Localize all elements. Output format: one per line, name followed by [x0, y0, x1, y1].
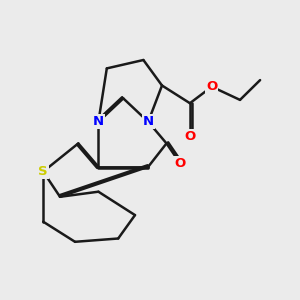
Text: N: N	[142, 115, 154, 128]
Text: O: O	[206, 80, 218, 93]
Text: O: O	[174, 157, 186, 170]
Text: S: S	[38, 165, 48, 178]
Text: O: O	[184, 130, 196, 143]
Text: N: N	[93, 115, 104, 128]
